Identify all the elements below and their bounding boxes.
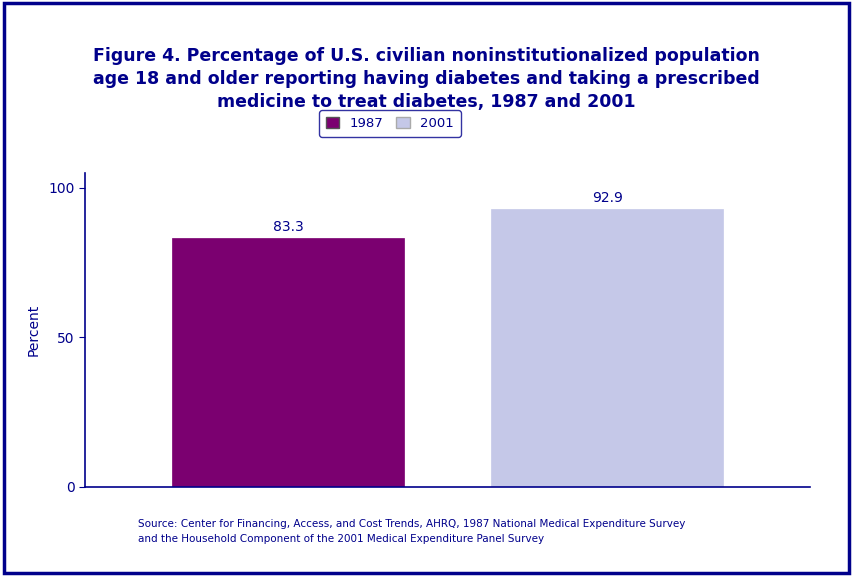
Text: Figure 4. Percentage of U.S. civilian noninstitutionalized population
age 18 and: Figure 4. Percentage of U.S. civilian no…	[93, 47, 759, 111]
Text: 83.3: 83.3	[273, 220, 303, 234]
Legend: 1987, 2001: 1987, 2001	[319, 111, 460, 137]
Bar	[172, 238, 404, 487]
Y-axis label: Percent: Percent	[26, 304, 40, 356]
Text: Source: Center for Financing, Access, and Cost Trends, AHRQ, 1987 National Medic: Source: Center for Financing, Access, an…	[138, 520, 685, 544]
Bar	[491, 209, 722, 487]
Text: 92.9: 92.9	[591, 191, 622, 206]
